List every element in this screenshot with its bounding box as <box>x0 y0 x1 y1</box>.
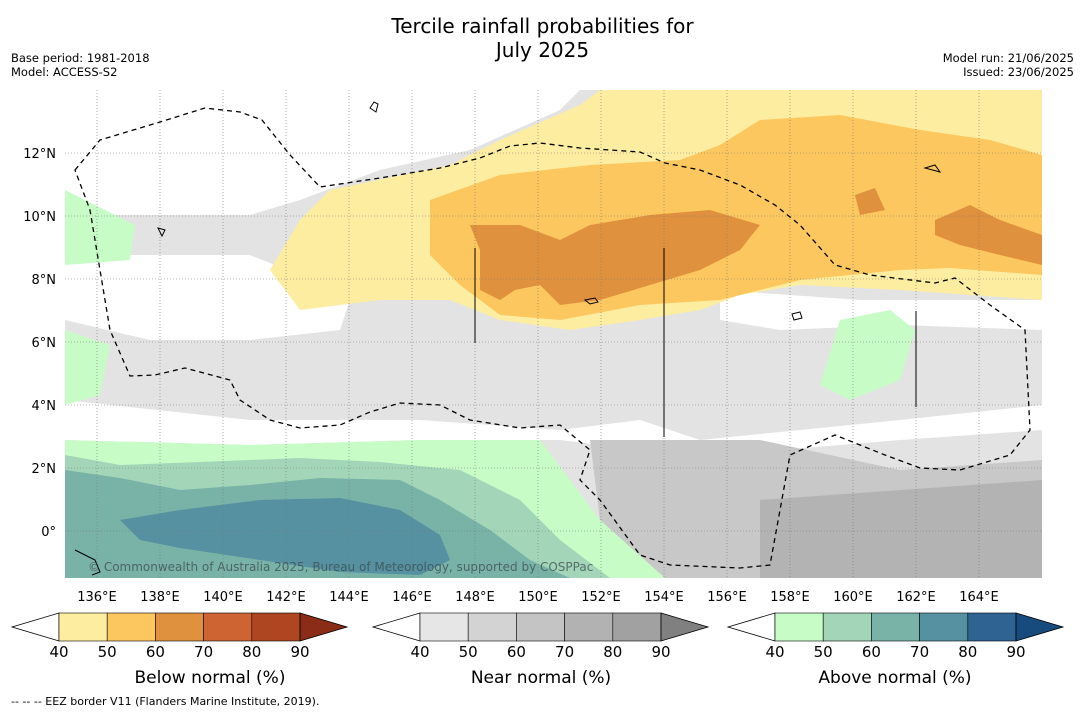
near-normal-label: Near normal (%) <box>470 668 612 688</box>
colorbar-segment <box>967 612 1017 642</box>
lon-tick: 146°E <box>392 590 432 605</box>
colorbar-segment <box>467 612 517 642</box>
colorbar-tick-label: 60 <box>506 643 526 661</box>
lat-tick: 8°N <box>32 273 57 288</box>
lon-tick: 144°E <box>329 590 369 605</box>
probability-fields <box>65 90 1042 578</box>
model-info: Base period: 1981-2018 Model: ACCESS-S2 <box>11 51 150 79</box>
colorbar-segment <box>419 612 469 642</box>
lat-tick: 4°N <box>32 399 57 414</box>
graticule <box>65 90 1042 578</box>
below-normal-70-east <box>935 205 1042 265</box>
colorbar-extend-low <box>726 612 776 642</box>
below-normal-70-small <box>855 188 885 215</box>
eez-footnote: -- -- -- EEZ border V11 (Flanders Marine… <box>11 695 320 708</box>
colorbar-tick-label: 50 <box>813 643 833 661</box>
colorbar-extend-high <box>1015 612 1065 642</box>
colorbar-segment <box>919 612 969 642</box>
lat-tick: 2°N <box>32 462 57 477</box>
base-period: Base period: 1981-2018 <box>11 51 150 65</box>
colorbar-segment <box>516 612 565 642</box>
above-normal-small-west <box>65 190 135 265</box>
model-name: Model: ACCESS-S2 <box>11 65 118 79</box>
white-band-south <box>65 400 1042 450</box>
below-normal-70 <box>470 210 760 305</box>
above-normal-80-south <box>120 498 450 575</box>
colorbar-segment <box>774 612 824 642</box>
title-line-2: July 2025 <box>495 38 590 62</box>
colorbar-extend-high <box>660 612 710 642</box>
colorbar-segment <box>822 612 872 642</box>
colorbar-extend-low <box>371 612 421 642</box>
colorbar-segment <box>564 612 614 642</box>
colorbar-tick-label: 60 <box>861 643 881 661</box>
lat-tick: 12°N <box>23 147 56 162</box>
colorbar-segment <box>251 612 301 642</box>
issued-date: Issued: 23/06/2025 <box>963 65 1074 79</box>
colorbar-segment <box>612 612 662 642</box>
near-normal-70-east <box>760 480 1042 578</box>
lon-tick: 164°E <box>959 590 999 605</box>
copyright-text: © Commonwealth of Australia 2025, Bureau… <box>88 560 593 574</box>
lon-tick: 158°E <box>770 590 810 605</box>
above-normal-label: Above normal (%) <box>818 668 972 688</box>
lon-tick: 156°E <box>707 590 747 605</box>
run-info: Model run: 21/06/2025 Issued: 23/06/2025 <box>943 51 1074 79</box>
colorbar-tick-label: 90 <box>1006 643 1026 661</box>
colorbar-tick-label: 80 <box>603 643 623 661</box>
above-normal-small-west-2 <box>65 330 110 405</box>
below-normal-label: Below normal (%) <box>134 668 286 688</box>
lon-tick: 138°E <box>140 590 180 605</box>
lon-tick: 152°E <box>581 590 621 605</box>
colorbar-tick-label: 90 <box>651 643 671 661</box>
lon-tick: 148°E <box>455 590 495 605</box>
colorbar-segment <box>155 612 204 642</box>
lon-tick: 142°E <box>266 590 306 605</box>
lon-tick: 160°E <box>833 590 873 605</box>
colorbar-segment <box>58 612 108 642</box>
colorbar-tick-label: 50 <box>458 643 478 661</box>
lon-tick: 136°E <box>77 590 117 605</box>
above-normal-east-patch <box>820 310 915 400</box>
lon-tick: 162°E <box>896 590 936 605</box>
colorbar-extend-low <box>10 612 60 642</box>
longitude-labels: 136°E 138°E 140°E 142°E 144°E 146°E 148°… <box>77 590 999 605</box>
colorbar-tick-label: 50 <box>97 643 117 661</box>
lon-tick: 154°E <box>644 590 684 605</box>
colorbar-segment <box>106 612 156 642</box>
colorbar-tick-label: 90 <box>290 643 310 661</box>
colorbar-tick-label: 80 <box>958 643 978 661</box>
colorbar-tick-label: 40 <box>49 643 69 661</box>
coastlines <box>74 101 942 576</box>
white-band-north <box>65 90 580 215</box>
title-line-1: Tercile rainfall probabilities for <box>391 14 694 38</box>
colorbar-extend-high <box>299 612 349 642</box>
colorbar-tick-label: 60 <box>145 643 165 661</box>
colorbar-segment <box>203 612 253 642</box>
model-run-date: Model run: 21/06/2025 <box>942 51 1074 65</box>
colorbar-tick-label: 70 <box>194 643 214 661</box>
lon-tick: 150°E <box>518 590 558 605</box>
colorbars <box>10 612 1065 642</box>
white-band-east <box>720 290 1042 330</box>
lat-tick: 10°N <box>23 210 56 225</box>
colorbar-tick-label: 70 <box>555 643 575 661</box>
lat-tick: 0° <box>41 525 56 540</box>
colorbar-tick-label: 40 <box>765 643 785 661</box>
colorbar-segment <box>871 612 920 642</box>
latitude-labels: 12°N 10°N 8°N 6°N 4°N 2°N 0° <box>23 147 56 540</box>
lon-tick: 140°E <box>203 590 243 605</box>
colorbar-tick-label: 40 <box>410 643 430 661</box>
lat-tick: 6°N <box>32 336 57 351</box>
colorbar-tick-label: 80 <box>242 643 262 661</box>
colorbar-tick-label: 70 <box>910 643 930 661</box>
map-title: Tercile rainfall probabilities for July … <box>0 14 1085 62</box>
